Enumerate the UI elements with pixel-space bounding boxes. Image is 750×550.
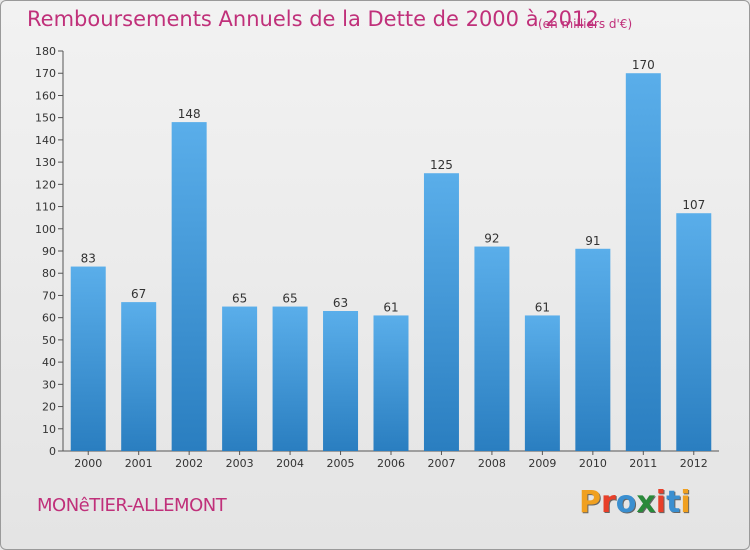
x-tick-label: 2004 xyxy=(276,457,304,470)
y-tick-label: 50 xyxy=(42,334,56,347)
y-tick-label: 0 xyxy=(49,445,56,458)
data-label: 91 xyxy=(585,234,600,248)
data-label: 65 xyxy=(232,292,247,306)
data-label: 125 xyxy=(430,158,453,172)
y-tick-label: 20 xyxy=(42,401,56,414)
y-tick-label: 120 xyxy=(35,178,56,191)
y-tick-label: 150 xyxy=(35,112,56,125)
x-tick-label: 2003 xyxy=(226,457,254,470)
data-label: 83 xyxy=(81,252,96,266)
logo-letter: o xyxy=(615,485,637,520)
x-tick-label: 2010 xyxy=(579,457,607,470)
data-label: 148 xyxy=(178,107,201,121)
y-tick-label: 70 xyxy=(42,289,56,302)
bar xyxy=(625,73,661,451)
data-label: 67 xyxy=(131,287,146,301)
data-label: 61 xyxy=(383,300,398,314)
x-tick-label: 2006 xyxy=(377,457,405,470)
x-tick-label: 2007 xyxy=(427,457,455,470)
y-tick-label: 160 xyxy=(35,89,56,102)
bar xyxy=(676,213,712,451)
bar xyxy=(272,306,308,451)
logo-letter: x xyxy=(636,485,656,520)
data-label: 92 xyxy=(484,232,499,246)
logo-letter: P xyxy=(579,485,601,520)
bar xyxy=(323,311,359,451)
data-label: 65 xyxy=(282,292,297,306)
y-tick-label: 140 xyxy=(35,134,56,147)
bar xyxy=(222,306,258,451)
y-tick-label: 130 xyxy=(35,156,56,169)
logo-letter: t xyxy=(666,485,681,520)
bar xyxy=(70,266,106,451)
commune-name: MONêTIER-ALLEMONT xyxy=(37,495,227,516)
bar xyxy=(423,173,459,451)
logo-letter: r xyxy=(601,485,616,520)
proxiti-logo[interactable]: Proxiti xyxy=(579,485,691,520)
y-tick-label: 60 xyxy=(42,312,56,325)
x-tick-label: 2011 xyxy=(629,457,657,470)
y-tick-label: 100 xyxy=(35,223,56,236)
data-label: 61 xyxy=(535,300,550,314)
bar xyxy=(524,315,560,451)
data-label: 170 xyxy=(632,58,655,72)
x-tick-label: 2001 xyxy=(125,457,153,470)
logo-letter: i xyxy=(655,485,667,520)
y-tick-label: 170 xyxy=(35,67,56,80)
x-tick-label: 2009 xyxy=(528,457,556,470)
y-tick-label: 80 xyxy=(42,267,56,280)
y-tick-label: 30 xyxy=(42,378,56,391)
x-tick-label: 2012 xyxy=(680,457,708,470)
bar xyxy=(575,248,611,451)
unit-label: (en milliers d'€) xyxy=(538,17,633,31)
x-tick-label: 2000 xyxy=(74,457,102,470)
y-tick-label: 40 xyxy=(42,356,56,369)
x-tick-label: 2008 xyxy=(478,457,506,470)
logo-letter: i xyxy=(680,485,691,520)
data-label: 63 xyxy=(333,296,348,310)
y-tick-label: 10 xyxy=(42,423,56,436)
bar xyxy=(373,315,409,451)
y-tick-label: 180 xyxy=(35,45,56,58)
bar xyxy=(171,122,207,451)
data-label: 107 xyxy=(682,198,705,212)
chart-title: Remboursements Annuels de la Dette de 20… xyxy=(27,7,599,31)
bar xyxy=(474,246,510,451)
bar xyxy=(121,302,157,451)
y-tick-label: 110 xyxy=(35,201,56,214)
x-tick-label: 2002 xyxy=(175,457,203,470)
x-tick-label: 2005 xyxy=(327,457,355,470)
y-tick-label: 90 xyxy=(42,245,56,258)
